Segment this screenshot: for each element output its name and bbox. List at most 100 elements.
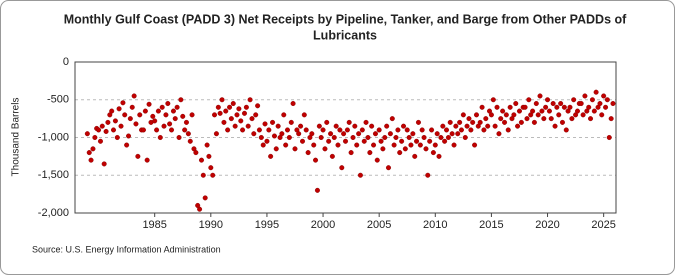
point bbox=[432, 142, 438, 148]
chart-title: Monthly Gulf Coast (PADD 3) Net Receipts… bbox=[64, 12, 627, 26]
point bbox=[371, 142, 377, 148]
point bbox=[603, 104, 609, 110]
point bbox=[374, 157, 380, 163]
point bbox=[88, 157, 94, 163]
point bbox=[288, 119, 294, 125]
point bbox=[367, 150, 373, 156]
point bbox=[217, 110, 223, 116]
point bbox=[363, 119, 369, 125]
point bbox=[90, 146, 96, 152]
point bbox=[300, 138, 306, 144]
point bbox=[178, 97, 184, 103]
point bbox=[157, 134, 163, 140]
point bbox=[531, 119, 537, 125]
point bbox=[228, 116, 234, 122]
x-tick-label: 2010 bbox=[423, 219, 447, 231]
point bbox=[131, 93, 137, 99]
point bbox=[198, 157, 204, 163]
point bbox=[206, 153, 212, 159]
x-tick-label: 1995 bbox=[255, 219, 279, 231]
point bbox=[264, 138, 270, 144]
point bbox=[161, 123, 167, 129]
point bbox=[511, 112, 517, 118]
point bbox=[183, 119, 189, 125]
point bbox=[314, 187, 320, 193]
point bbox=[481, 127, 487, 133]
point bbox=[492, 123, 498, 129]
point bbox=[251, 131, 257, 137]
point bbox=[305, 150, 311, 156]
point bbox=[559, 119, 565, 125]
point bbox=[329, 153, 335, 159]
point bbox=[328, 131, 334, 137]
point bbox=[357, 172, 363, 178]
point bbox=[227, 104, 233, 110]
point bbox=[472, 142, 478, 148]
chart-title: Lubricants bbox=[313, 28, 377, 42]
point bbox=[127, 116, 133, 122]
point bbox=[311, 142, 317, 148]
point bbox=[430, 150, 436, 156]
point bbox=[483, 116, 489, 122]
point bbox=[401, 123, 407, 129]
point bbox=[105, 119, 111, 125]
point bbox=[245, 123, 251, 129]
point bbox=[537, 93, 543, 99]
point bbox=[359, 127, 365, 133]
point bbox=[279, 131, 285, 137]
source: Source: U.S. Energy Information Administ… bbox=[32, 244, 221, 254]
point bbox=[488, 112, 494, 118]
point bbox=[110, 127, 116, 133]
point bbox=[182, 127, 188, 133]
point bbox=[578, 101, 584, 107]
point bbox=[550, 101, 556, 107]
point bbox=[86, 150, 92, 156]
point bbox=[442, 138, 448, 144]
point bbox=[361, 138, 367, 144]
point bbox=[129, 104, 135, 110]
point bbox=[425, 172, 431, 178]
point bbox=[464, 123, 470, 129]
point bbox=[208, 165, 214, 171]
point bbox=[343, 138, 349, 144]
point bbox=[389, 116, 395, 122]
point bbox=[101, 161, 107, 167]
point bbox=[271, 133, 277, 139]
point bbox=[378, 138, 384, 144]
point bbox=[202, 195, 208, 201]
point bbox=[453, 123, 459, 129]
y-tick-label: -2,000 bbox=[38, 207, 69, 219]
point bbox=[382, 134, 388, 140]
point bbox=[223, 108, 229, 114]
point bbox=[513, 101, 519, 107]
point bbox=[142, 108, 148, 114]
point bbox=[170, 108, 176, 114]
point bbox=[159, 104, 165, 110]
point bbox=[247, 97, 253, 103]
point bbox=[146, 101, 152, 107]
point bbox=[339, 165, 345, 171]
point bbox=[412, 153, 418, 159]
point bbox=[337, 127, 343, 133]
point bbox=[193, 150, 199, 156]
point bbox=[498, 116, 504, 122]
point bbox=[324, 119, 330, 125]
point bbox=[406, 134, 412, 140]
point bbox=[212, 112, 218, 118]
point bbox=[253, 112, 259, 118]
point bbox=[393, 134, 399, 140]
point bbox=[255, 103, 261, 109]
point bbox=[350, 134, 356, 140]
point bbox=[417, 142, 423, 148]
point bbox=[589, 97, 595, 103]
point bbox=[296, 131, 302, 137]
point bbox=[135, 153, 141, 159]
point bbox=[545, 97, 551, 103]
point bbox=[322, 146, 328, 152]
point bbox=[427, 138, 433, 144]
point bbox=[588, 116, 594, 122]
point bbox=[266, 127, 272, 133]
point bbox=[152, 118, 158, 124]
point bbox=[172, 116, 178, 122]
